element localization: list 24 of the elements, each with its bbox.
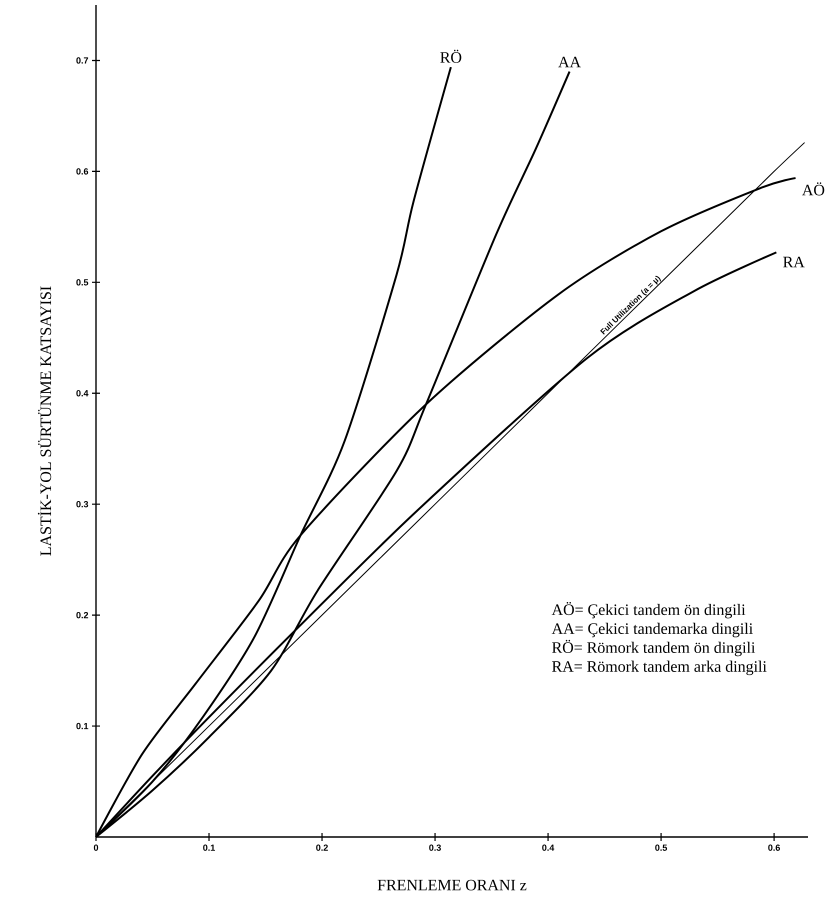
annotation: RÖ= Römork tandem ön dingili [552,640,756,656]
x-tick-label: 0.2 [316,844,328,851]
annotation: RA= Römork tandem arka dingili [552,660,767,676]
y-tick-label: 0.6 [76,168,88,175]
annotation: AÖ= Çekici tandem ön dingili [552,602,746,618]
x-tick-label: 0 [94,844,98,851]
y-tick-label: 0.4 [76,390,88,396]
x-tick-label: 0.1 [203,844,215,851]
y-tick-label: 0.1 [76,722,88,730]
series-label: RA [783,256,805,268]
y-tick-label: 0.3 [76,501,88,508]
y-axis-title: LASTİK-YOL SÜRTÜNME KATSAYISI [38,286,52,556]
x-axis-title: FRENLEME ORANI z [378,880,526,890]
x-tick-label: 0.5 [655,844,668,851]
x-tick-label: 0.3 [429,844,441,851]
series-label: AÖ [802,182,824,196]
y-tick-label: 0.5 [76,279,88,286]
series-label: AA [558,56,581,68]
x-tick-label: 0.4 [542,844,554,851]
x-tick-label: 0.6 [768,844,780,851]
y-tick-label: 0.2 [76,612,88,618]
y-tick-label: 0.7 [76,57,88,64]
series-label: RÖ [440,50,462,63]
annotation: AA= Çekici tandemarka dingili [552,622,753,638]
